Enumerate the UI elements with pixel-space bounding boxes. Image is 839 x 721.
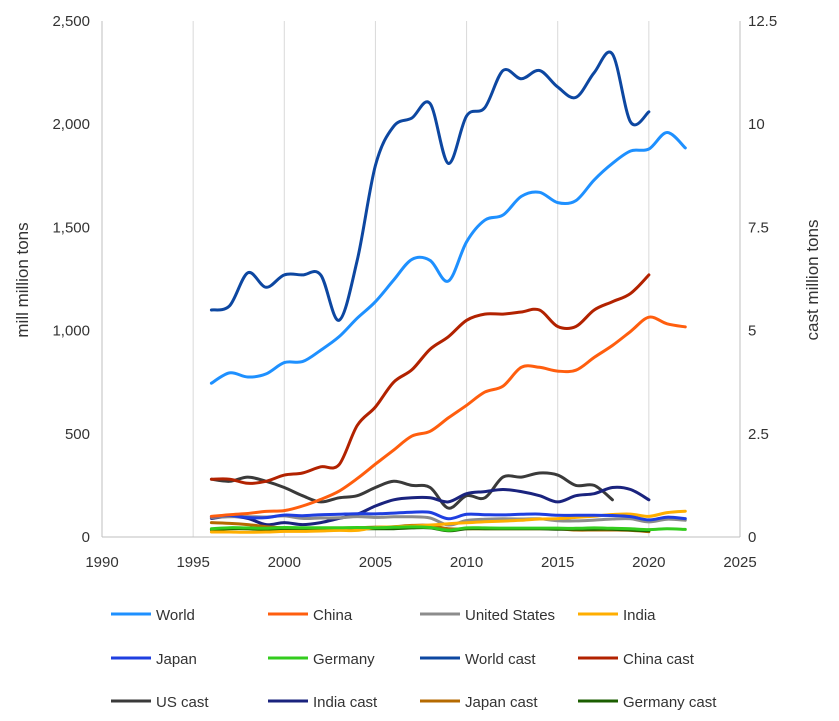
y-left-tick-label: 1,500 — [52, 219, 90, 236]
series-line-china-cast — [209, 273, 651, 485]
legend-label: United States — [465, 607, 555, 624]
y-left-tick-label: 2,000 — [52, 116, 90, 133]
series-line-india-cast — [209, 485, 651, 527]
legend-item-japan-cast: Japan cast — [420, 694, 538, 711]
legend-item-us-cast: US cast — [111, 694, 209, 711]
series-line-china — [209, 315, 687, 518]
legend-item-world-cast: World cast — [420, 651, 536, 668]
y-right-tick-label: 12.5 — [748, 13, 777, 30]
legend-item-china-cast: China cast — [578, 651, 695, 668]
legend-item-china: China — [268, 607, 353, 624]
gridlines — [192, 21, 650, 537]
legend-label: World cast — [465, 651, 536, 668]
legend-label: US cast — [156, 694, 209, 711]
x-tick-label: 2015 — [541, 554, 574, 571]
x-tick-label: 1995 — [176, 554, 209, 571]
x-tick-label: 2000 — [268, 554, 301, 571]
x-tick-label: 2005 — [359, 554, 392, 571]
legend-item-japan: Japan — [111, 651, 197, 668]
series-lines — [209, 50, 687, 534]
legend-item-united-states: United States — [420, 607, 555, 624]
y-right-tick-label: 10 — [748, 116, 765, 133]
y-left-tick-label: 0 — [82, 529, 90, 546]
y-left-tick-label: 500 — [65, 426, 90, 443]
legend-item-india-cast: India cast — [268, 694, 378, 711]
legend-label: China cast — [623, 651, 695, 668]
series-line-germany — [209, 525, 687, 532]
y-right-tick-label: 2.5 — [748, 426, 769, 443]
x-tick-label: 2020 — [632, 554, 665, 571]
legend-item-world: World — [111, 607, 195, 624]
legend-label: Germany — [313, 651, 375, 668]
x-tick-labels: 1990 1995 2000 2005 2010 2015 2020 2025 — [85, 554, 756, 571]
y-right-tick-label: 5 — [748, 323, 756, 340]
legend-label: India cast — [313, 694, 378, 711]
legend-item-germany-cast: Germany cast — [578, 694, 717, 711]
y-left-tick-label: 1,000 — [52, 323, 90, 340]
series-line-us-cast — [209, 471, 614, 510]
y-right-tick-label: 0 — [748, 529, 756, 546]
x-tick-label: 2010 — [450, 554, 483, 571]
legend-label: India — [623, 607, 656, 624]
legend-label: Japan — [156, 651, 197, 668]
series-line-japan — [209, 510, 687, 522]
x-tick-label: 1990 — [85, 554, 118, 571]
y-right-tick-labels: 0 2.5 5 7.5 10 12.5 — [748, 13, 777, 546]
legend-item-india: India — [578, 607, 656, 624]
series-line-world-cast — [209, 50, 651, 322]
y-right-tick-label: 7.5 — [748, 219, 769, 236]
legend: World China United States India Japan Germany… — [111, 607, 717, 711]
series-line-world — [209, 131, 687, 385]
x-tick-label: 2025 — [723, 554, 756, 571]
y-left-axis-title: mill million tons — [13, 222, 32, 337]
legend-label: Germany cast — [623, 694, 717, 711]
axes — [101, 21, 741, 538]
y-left-tick-label: 2,500 — [52, 13, 90, 30]
legend-item-germany: Germany — [268, 651, 375, 668]
legend-label: World — [156, 607, 195, 624]
y-right-axis-title: cast million tons — [803, 220, 822, 341]
legend-label: Japan cast — [465, 694, 538, 711]
legend-label: China — [313, 607, 353, 624]
y-left-tick-labels: 0 500 1,000 1,500 2,000 2,500 — [52, 13, 90, 546]
